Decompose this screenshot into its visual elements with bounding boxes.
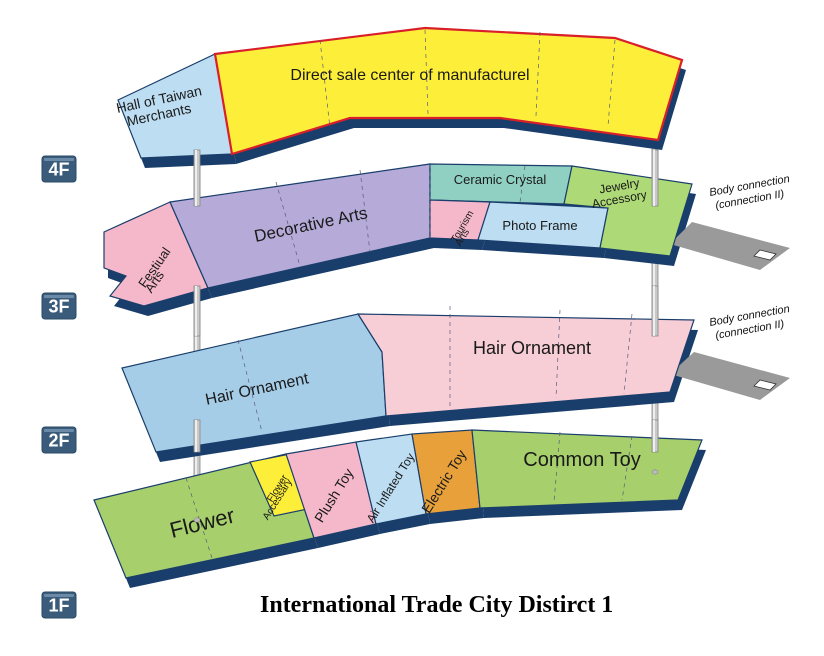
photo-frame-label: Photo Frame	[502, 218, 577, 233]
floor-badge-4F: 4F	[42, 156, 76, 182]
floor-badge-label: 3F	[48, 296, 69, 316]
connection-shadow-3F	[670, 222, 790, 270]
floor-badge-label: 2F	[48, 430, 69, 450]
floor-badge-2F: 2F	[42, 427, 76, 453]
common-toy-label: Common Toy	[523, 449, 640, 471]
connection-shadow-2F	[670, 352, 790, 400]
floor-badge-3F: 3F	[42, 293, 76, 319]
floor-badge-label: 4F	[48, 159, 69, 179]
page-title: International Trade City Distirct 1	[260, 592, 613, 618]
ceramic-crystal-label: Ceramic Crystal	[454, 172, 547, 187]
direct-sale-center-label: Direct sale center of manufacturel	[290, 67, 529, 84]
hair-ornament-right-label: Hair Ornament	[473, 338, 591, 358]
floor-badge-label: 1F	[48, 595, 69, 615]
floor-3F: FestiualArtsDecorative ArtsCeramic Cryst…	[104, 164, 791, 316]
floor-badge-1F: 1F	[42, 592, 76, 618]
floor-4F: Hall of TaiwanMerchantsDirect sale cente…	[115, 28, 686, 168]
